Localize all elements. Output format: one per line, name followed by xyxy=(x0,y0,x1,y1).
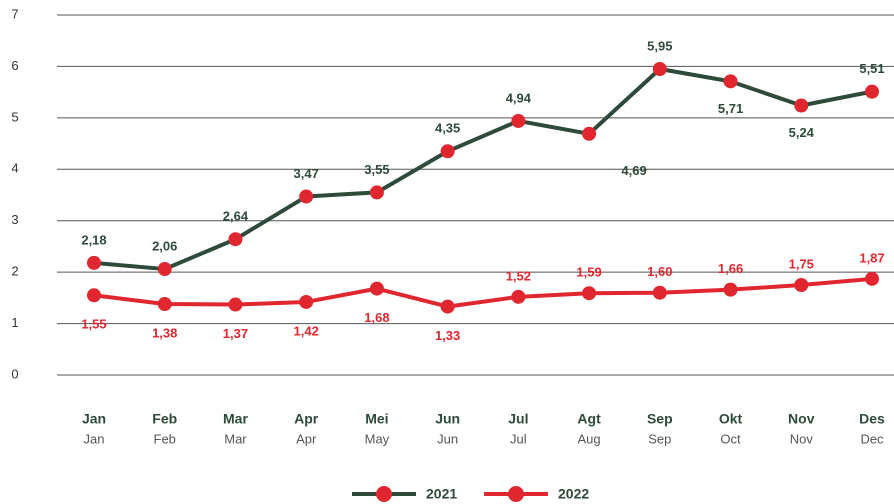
y-tick-label: 4 xyxy=(11,161,18,176)
x-tick-label: Mar xyxy=(223,411,248,427)
marker xyxy=(794,98,809,113)
x-tick-label: Apr xyxy=(294,411,319,427)
marker xyxy=(652,62,667,76)
data-label: 5,24 xyxy=(789,125,815,140)
data-label: 1,59 xyxy=(576,265,601,280)
data-label: 5,71 xyxy=(718,101,743,116)
x-tick-label-en: Jun xyxy=(437,431,458,446)
data-label: 3,55 xyxy=(364,162,389,177)
y-tick-label: 6 xyxy=(11,58,18,73)
data-label: 1,37 xyxy=(223,326,248,341)
marker xyxy=(299,294,314,309)
y-tick-label: 0 xyxy=(11,366,18,381)
x-tick-label-en: Jan xyxy=(84,431,105,446)
data-label: 1,87 xyxy=(859,250,884,265)
marker xyxy=(511,289,526,304)
y-tick-label: 2 xyxy=(11,264,18,279)
data-label: 1,68 xyxy=(364,310,389,325)
data-label: 3,47 xyxy=(294,166,319,181)
marker xyxy=(157,297,172,312)
marker xyxy=(440,299,455,314)
data-label: 5,51 xyxy=(859,61,884,76)
marker xyxy=(582,126,597,141)
marker xyxy=(794,278,809,292)
data-label: 1,75 xyxy=(789,256,814,271)
line xyxy=(93,276,873,309)
y-tick-label: 1 xyxy=(11,315,18,330)
marker xyxy=(723,74,738,89)
x-tick-label: Okt xyxy=(719,411,743,427)
marker xyxy=(440,144,455,159)
data-label: 4,69 xyxy=(621,163,646,178)
x-tick-label-en: Nov xyxy=(790,431,814,446)
x-tick-label: Jul xyxy=(508,411,528,427)
data-label: 1,38 xyxy=(152,325,177,340)
legend-label: 2021 xyxy=(426,486,457,502)
marker xyxy=(582,286,597,301)
data-label: 1,60 xyxy=(647,264,672,279)
data-label: 2,64 xyxy=(223,209,249,224)
data-label: 5,95 xyxy=(647,38,672,53)
marker xyxy=(865,84,879,99)
x-tick-label-en: Oct xyxy=(720,431,741,446)
y-tick-label: 7 xyxy=(11,6,18,21)
marker xyxy=(157,262,172,277)
y-tick-label: 5 xyxy=(11,109,18,124)
data-label: 4,94 xyxy=(506,90,532,105)
legend-marker xyxy=(508,486,524,502)
x-tick-label: Nov xyxy=(788,411,815,427)
data-label: 2,18 xyxy=(81,232,106,247)
marker xyxy=(369,185,384,200)
marker xyxy=(511,113,526,128)
data-label: 1,66 xyxy=(718,261,743,276)
marker xyxy=(228,232,243,247)
x-tick-label-en: Aug xyxy=(578,431,601,446)
data-label: 4,35 xyxy=(435,121,460,136)
marker xyxy=(299,189,314,204)
x-tick-label: Feb xyxy=(152,411,177,427)
x-tick-label: Mei xyxy=(365,411,388,427)
x-tick-label-en: Sep xyxy=(648,431,671,446)
x-tick-label: Sep xyxy=(647,411,673,427)
marker xyxy=(87,288,101,303)
data-label: 1,55 xyxy=(81,317,106,332)
x-tick-label-en: Feb xyxy=(154,431,176,446)
x-tick-label: Jan xyxy=(82,411,106,427)
marker xyxy=(228,297,243,312)
data-label: 1,42 xyxy=(294,323,319,338)
y-tick-label: 3 xyxy=(11,212,18,227)
marker xyxy=(87,255,101,270)
x-tick-label-en: Dec xyxy=(860,431,884,446)
marker xyxy=(865,271,879,286)
marker xyxy=(723,282,738,297)
x-tick-label-en: Apr xyxy=(296,431,317,446)
data-label: 1,33 xyxy=(435,328,460,343)
x-tick-label: Jun xyxy=(435,411,460,427)
marker xyxy=(369,281,384,296)
marker xyxy=(652,285,667,300)
x-tick-label-en: Mar xyxy=(224,431,247,446)
data-label: 1,52 xyxy=(506,268,531,283)
line xyxy=(93,67,873,272)
x-tick-label-en: Jul xyxy=(510,431,527,446)
x-tick-label: Des xyxy=(859,411,885,427)
legend-marker xyxy=(376,486,392,502)
data-label: 2,06 xyxy=(152,238,177,253)
x-tick-label-en: May xyxy=(365,431,390,446)
x-tick-label: Agt xyxy=(577,411,601,427)
legend-label: 2022 xyxy=(558,486,589,502)
